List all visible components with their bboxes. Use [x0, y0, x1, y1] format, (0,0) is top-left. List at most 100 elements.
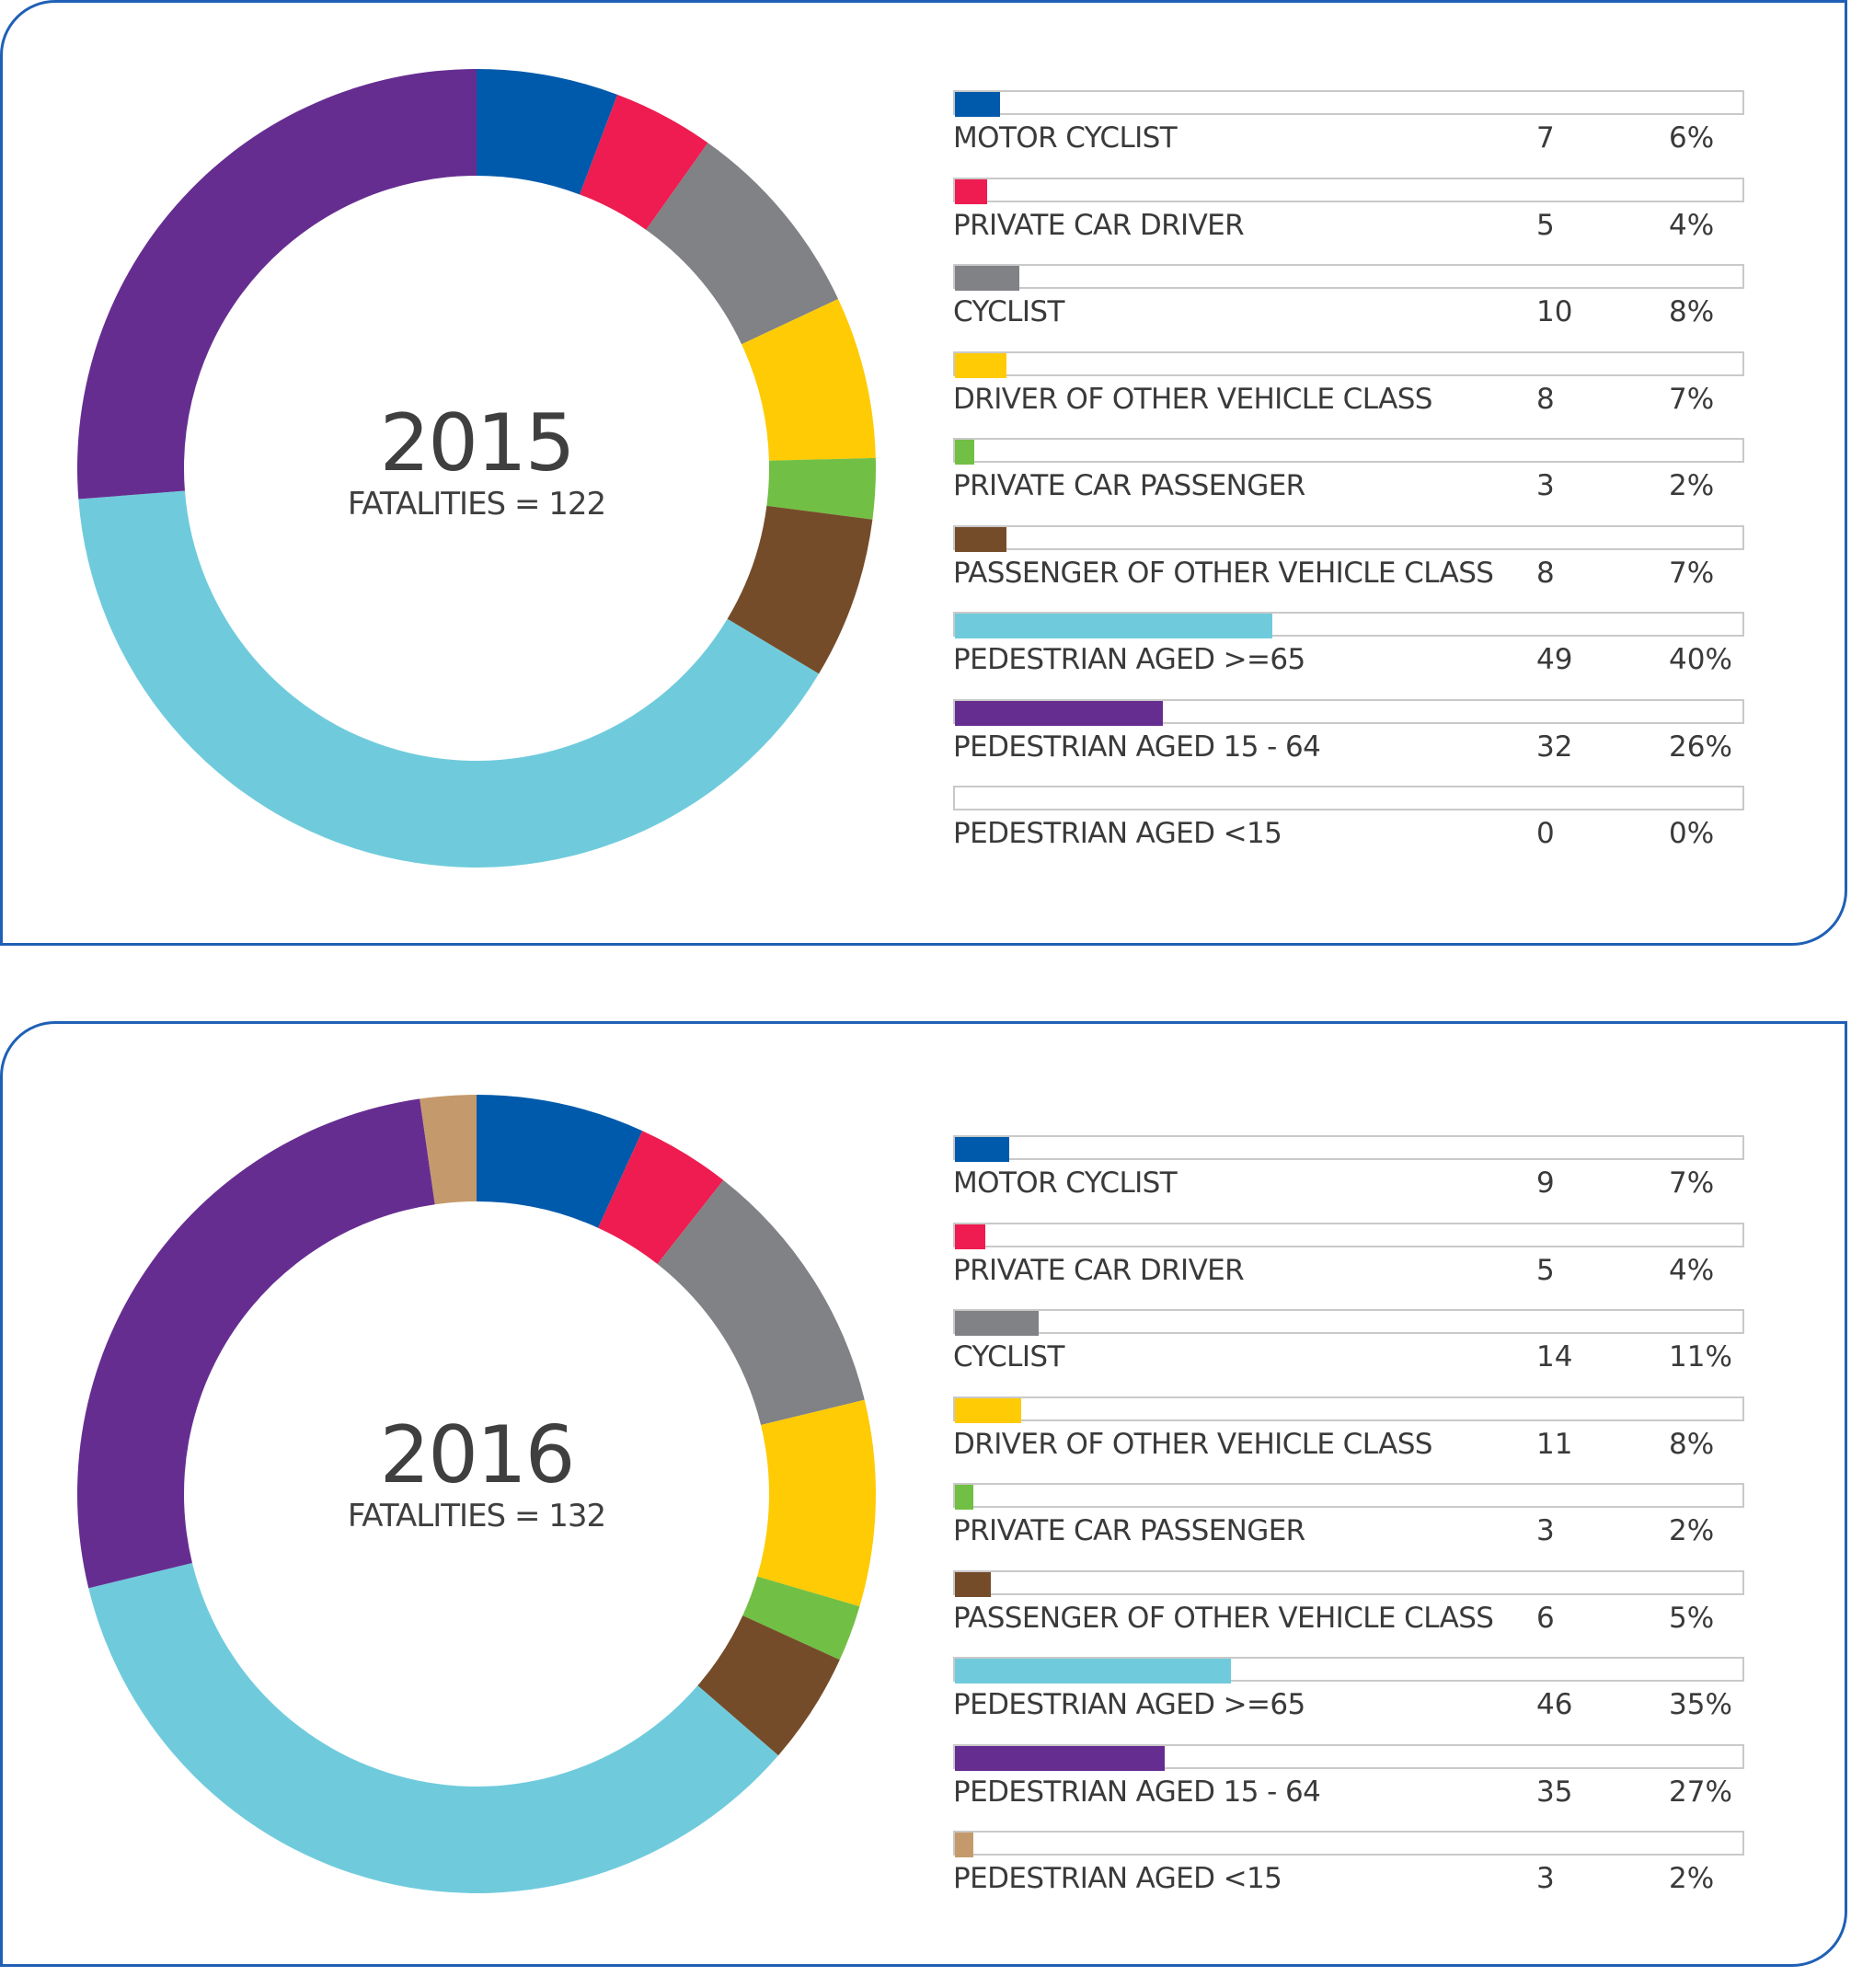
legend-percent: 26% [1669, 730, 1732, 764]
legend-bar-fill-driver-of-other-vehicle-class [955, 1397, 1021, 1423]
legend-bar-fill-driver-of-other-vehicle-class [955, 352, 1007, 378]
legend-percent: 4% [1669, 208, 1715, 242]
legend-bar-fill-private-car-passenger [955, 1485, 973, 1510]
legend-label: PEDESTRIAN AGED 15 - 64 [953, 1775, 1321, 1809]
legend-label: PASSENGER OF OTHER VEHICLE CLASS [953, 1601, 1494, 1635]
legend-count: 0 [1536, 817, 1555, 850]
legend-percent: 7% [1669, 1166, 1715, 1200]
legend-count: 3 [1536, 469, 1555, 502]
legend-row-private-car-passenger: PRIVATE CAR PASSENGER 3 2% [953, 1483, 1746, 1570]
donut-slice-pedestrian-aged-15-64 [77, 1098, 435, 1589]
legend-label: MOTOR CYCLIST [953, 1166, 1178, 1200]
legend-bar-track [953, 177, 1744, 204]
legend-bar-track [953, 1483, 1744, 1510]
legend-count: 8 [1536, 382, 1555, 416]
legend-row-driver-of-other-vehicle-class: DRIVER OF OTHER VEHICLE CLASS 8 7% [953, 350, 1746, 439]
legend-percent: 8% [1669, 1427, 1715, 1461]
legend-label: PEDESTRIAN AGED <15 [953, 1862, 1282, 1895]
legend-bar-fill-cyclist [955, 266, 1020, 291]
legend-row-pedestrian-aged-15: PEDESTRIAN AGED <15 3 2% [953, 1831, 1746, 1918]
legend-bar-track [953, 1396, 1744, 1423]
legend-row-pedestrian-aged-65: PEDESTRIAN AGED >=65 49 40% [953, 612, 1746, 699]
legend-bar-fill-pedestrian-aged-65 [955, 1659, 1231, 1683]
legend-label: CYCLIST [953, 295, 1064, 328]
legend-label: CYCLIST [953, 1340, 1064, 1373]
donut-slice-private-car-passenger [766, 457, 876, 520]
legend-count: 3 [1536, 1514, 1555, 1547]
legend-label: PEDESTRIAN AGED >=65 [953, 1688, 1305, 1721]
legend-bar-track [953, 1135, 1744, 1162]
legend-count: 3 [1536, 1862, 1555, 1895]
legend-bar-fill-motor-cyclist [955, 1137, 1009, 1162]
donut-chart-2016 [77, 1095, 876, 1893]
legend-label: PEDESTRIAN AGED >=65 [953, 643, 1305, 676]
legend-bar-track [953, 90, 1744, 117]
donut-slice-cyclist [646, 143, 839, 345]
legend-bar-track [953, 1743, 1744, 1771]
legend-label: DRIVER OF OTHER VEHICLE CLASS [953, 1427, 1432, 1461]
legend-bar-fill-pedestrian-aged-15 [955, 1833, 973, 1857]
legend-percent: 35% [1669, 1688, 1732, 1721]
legend-count: 32 [1536, 730, 1573, 764]
legend-label: PEDESTRIAN AGED 15 - 64 [953, 730, 1321, 764]
legend-bar-track [953, 1831, 1744, 1857]
legend-row-cyclist: CYCLIST 10 8% [953, 264, 1746, 351]
legend-bar-track [953, 438, 1744, 465]
legend-bar-fill-passenger-of-other-vehicle-class [955, 1571, 992, 1597]
donut-slice-cyclist [657, 1179, 865, 1426]
legend-count: 6 [1536, 1601, 1555, 1635]
legend-count: 11 [1536, 1427, 1573, 1461]
donut-slice-passenger-of-other-vehicle-class [727, 505, 873, 674]
donut-slice-passenger-of-other-vehicle-class [697, 1615, 840, 1756]
legend-label: MOTOR CYCLIST [953, 121, 1178, 155]
legend-row-private-car-passenger: PRIVATE CAR PASSENGER 3 2% [953, 438, 1746, 525]
donut-slice-private-car-driver [598, 1131, 724, 1265]
legend-bar-track [953, 524, 1744, 552]
donut-slice-pedestrian-aged-15-64 [77, 69, 477, 500]
donut-chart-2015 [77, 69, 876, 868]
legend-bar-fill-pedestrian-aged-15-64 [955, 1745, 1166, 1771]
legend-percent: 40% [1669, 643, 1732, 676]
donut-slice-motor-cyclist [477, 1095, 643, 1228]
legend-2015: MOTOR CYCLIST 7 6% PRIVATE CAR DRIVER 5 4% CYC… [953, 90, 1746, 873]
legend-row-passenger-of-other-vehicle-class: PASSENGER OF OTHER VEHICLE CLASS 8 7% [953, 524, 1746, 613]
legend-count: 35 [1536, 1775, 1573, 1809]
legend-percent: 4% [1669, 1253, 1715, 1287]
legend-row-motor-cyclist: MOTOR CYCLIST 7 6% [953, 90, 1746, 178]
legend-count: 9 [1536, 1166, 1555, 1200]
legend-count: 5 [1536, 1253, 1555, 1287]
donut-slice-private-car-driver [580, 94, 708, 230]
legend-percent: 2% [1669, 1514, 1715, 1547]
legend-bar-track [953, 786, 1744, 810]
legend-bar-fill-pedestrian-aged-65 [955, 614, 1273, 638]
legend-percent: 8% [1669, 295, 1715, 328]
chart-subtitle-2016: FATALITIES = 132 [347, 1498, 606, 1534]
chart-title-2016: 2016 [379, 1409, 576, 1501]
legend-percent: 27% [1669, 1775, 1732, 1809]
legend-bar-track [953, 264, 1744, 291]
legend-bar-track [953, 1309, 1744, 1336]
donut-slice-driver-of-other-vehicle-class [742, 299, 876, 461]
legend-label: PEDESTRIAN AGED <15 [953, 817, 1282, 850]
legend-percent: 7% [1669, 556, 1715, 590]
legend-percent: 6% [1669, 121, 1715, 155]
legend-percent: 0% [1669, 817, 1715, 850]
legend-percent: 11% [1669, 1340, 1732, 1373]
legend-bar-track [953, 698, 1744, 726]
legend-row-pedestrian-aged-65: PEDESTRIAN AGED >=65 46 35% [953, 1657, 1746, 1744]
legend-percent: 2% [1669, 469, 1715, 502]
legend-count: 49 [1536, 643, 1573, 676]
legend-row-private-car-driver: PRIVATE CAR DRIVER 5 4% [953, 1222, 1746, 1310]
legend-bar-track [953, 1569, 1744, 1597]
legend-2016: MOTOR CYCLIST 9 7% PRIVATE CAR DRIVER 5 4% CYC… [953, 1135, 1746, 1918]
donut-slice-pedestrian-aged-15 [420, 1095, 477, 1205]
legend-bar-fill-cyclist [955, 1311, 1040, 1336]
legend-row-passenger-of-other-vehicle-class: PASSENGER OF OTHER VEHICLE CLASS 6 5% [953, 1569, 1746, 1658]
legend-count: 8 [1536, 556, 1555, 590]
legend-label: PRIVATE CAR PASSENGER [953, 1514, 1305, 1547]
legend-bar-fill-private-car-passenger [955, 440, 975, 465]
legend-bar-fill-passenger-of-other-vehicle-class [955, 526, 1007, 552]
donut-slice-driver-of-other-vehicle-class [757, 1399, 876, 1607]
legend-bar-fill-private-car-driver [955, 178, 988, 204]
legend-bar-fill-pedestrian-aged-15-64 [955, 700, 1163, 726]
